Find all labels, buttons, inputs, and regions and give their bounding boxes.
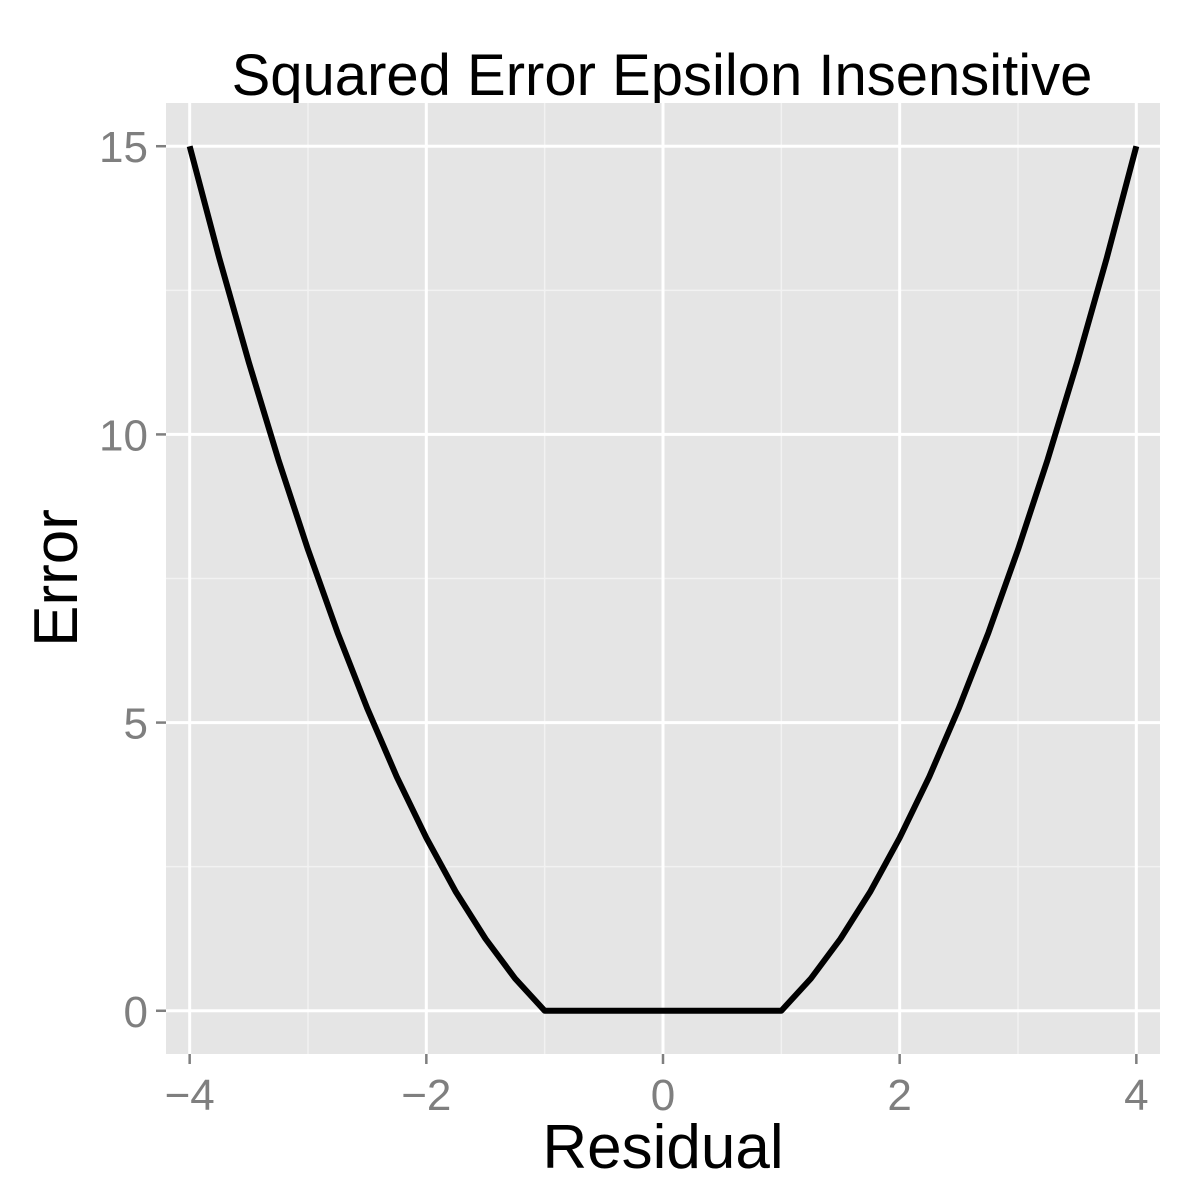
- y-tick-label: 0: [124, 988, 148, 1037]
- x-tick-label: 4: [1124, 1071, 1148, 1120]
- x-tick-label: 0: [651, 1071, 675, 1120]
- y-axis: 0 5 10 15: [99, 123, 166, 1037]
- x-tick-label: −2: [401, 1071, 451, 1120]
- y-tick-label: 10: [99, 411, 148, 460]
- series-line: [186, 145, 1140, 1014]
- y-tick-label: 15: [99, 123, 148, 172]
- x-axis: −4 −2 0 2 4: [165, 1054, 1149, 1120]
- major-gridlines: [166, 103, 1160, 1054]
- y-axis-title: Error: [22, 509, 91, 647]
- y-tick-label: 5: [124, 700, 148, 749]
- chart-title: Squared Error Epsilon Insensitive: [232, 43, 1093, 108]
- x-tick-label: 2: [887, 1071, 911, 1120]
- x-axis-title: Residual: [542, 1113, 783, 1182]
- series-layer: [186, 145, 1140, 1014]
- x-tick-label: −4: [165, 1071, 215, 1120]
